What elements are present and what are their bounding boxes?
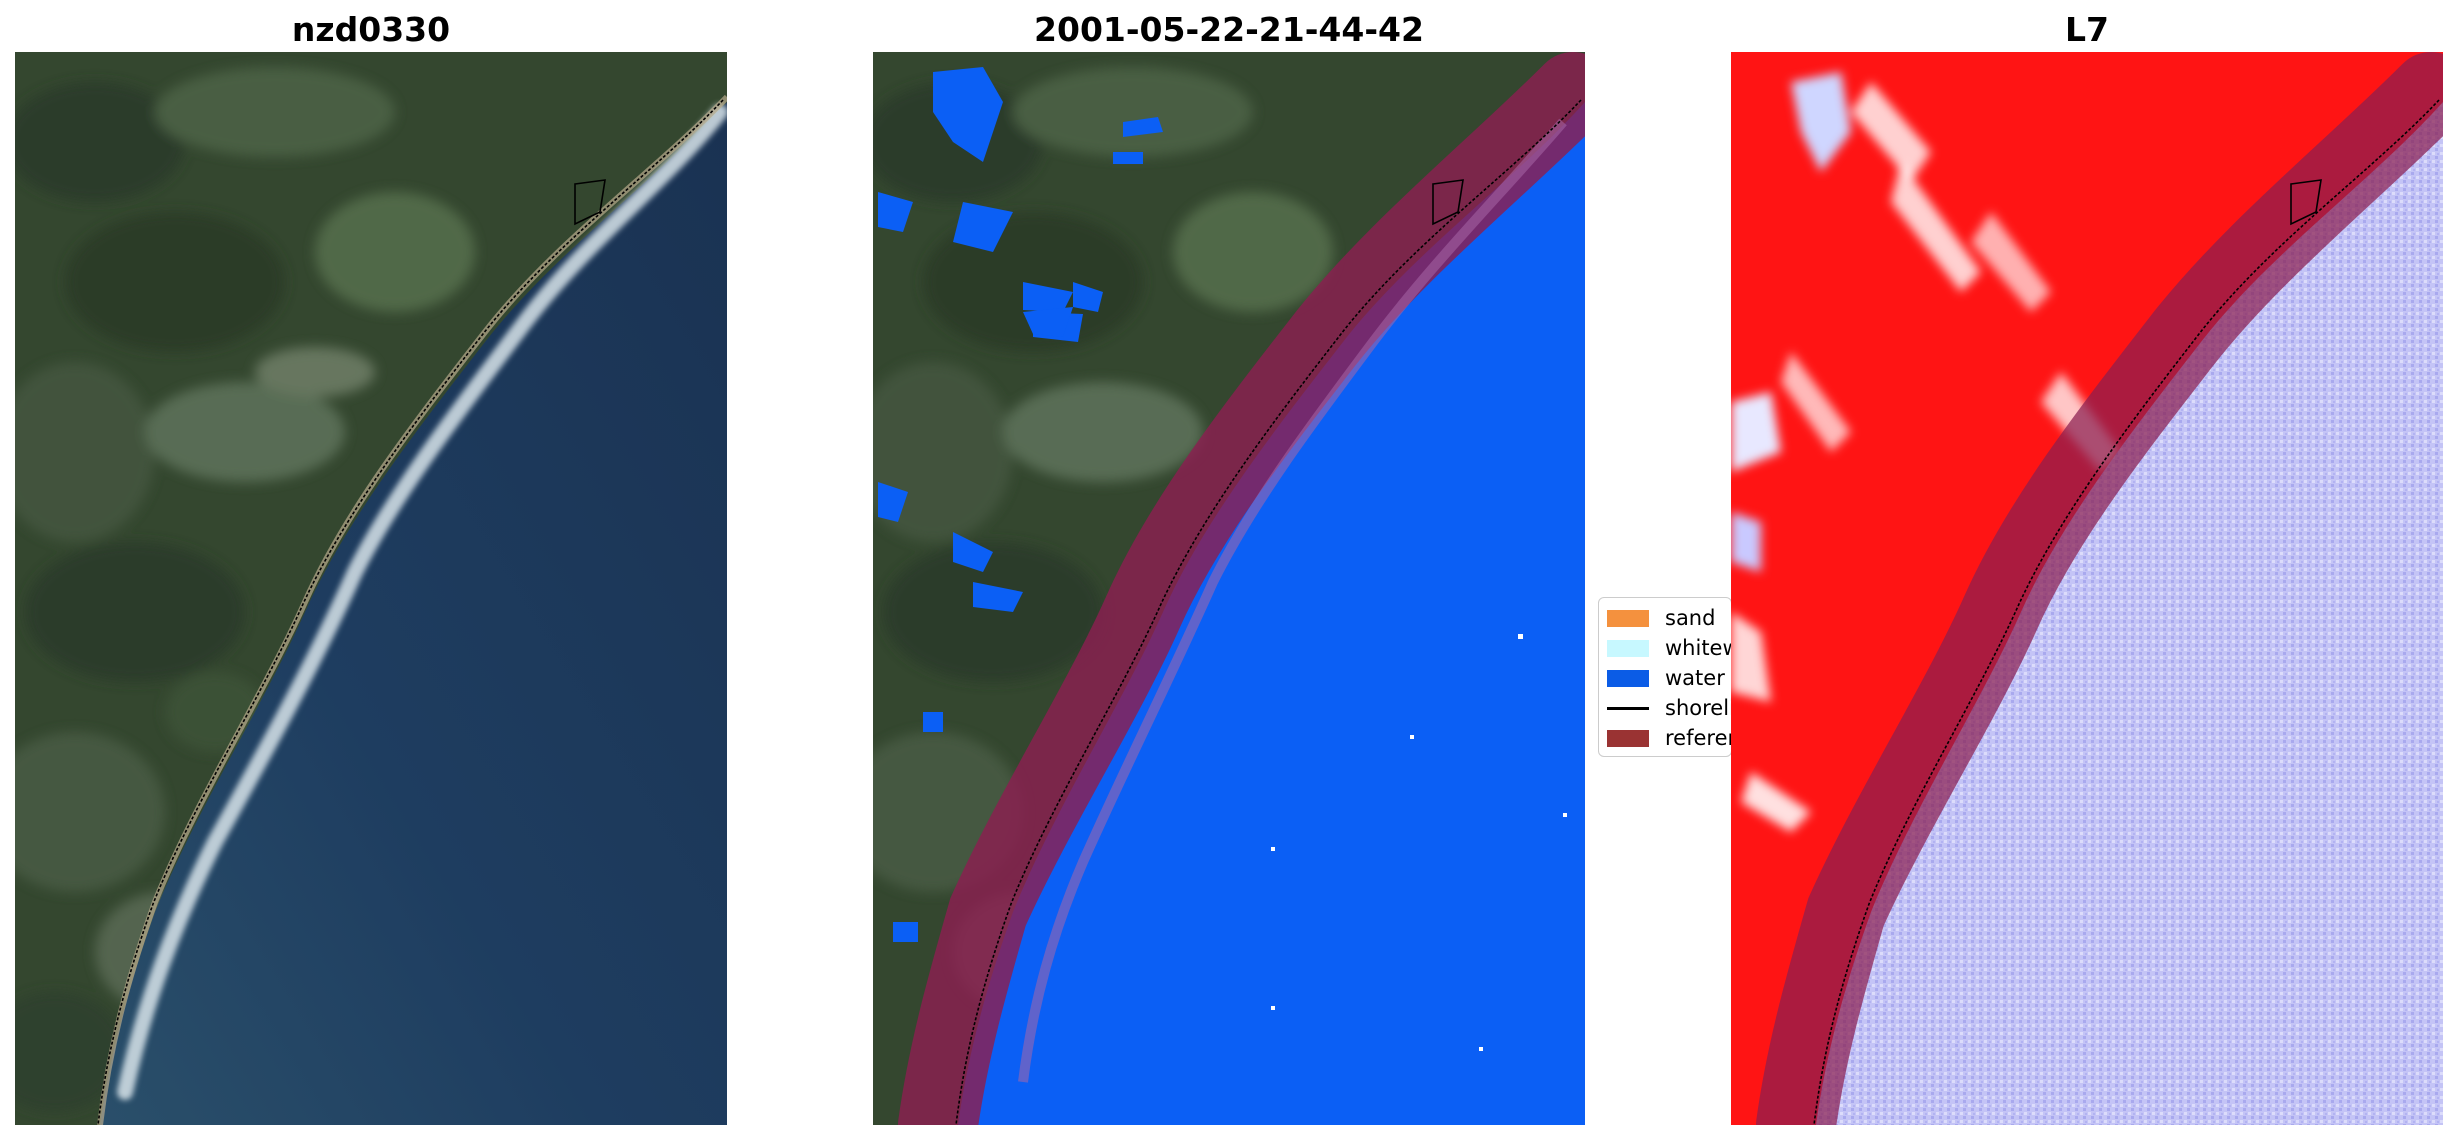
ocean-area — [100, 102, 727, 1125]
noise-pixels — [1271, 634, 1567, 1051]
lagoon-outline — [2290, 179, 2322, 226]
rgb-satellite-image — [15, 52, 727, 1125]
legend-label-shoreline: shoreline — [1665, 696, 1731, 720]
classified-image-panel — [873, 52, 1585, 1125]
ocean-water-class — [958, 102, 1585, 1125]
whitewater-class — [1018, 118, 1567, 1083]
panel-title-index: L7 — [2065, 10, 2109, 49]
surf-zone — [117, 104, 727, 1100]
legend-item-sand: sand — [1607, 606, 1731, 630]
inland-water-patches — [878, 67, 1163, 942]
classified-image — [873, 52, 1585, 1125]
legend-item-water: water — [1607, 666, 1731, 690]
shoreline-swatch — [1607, 707, 1649, 710]
reference-band — [1756, 52, 2443, 1125]
rgb-image-panel — [15, 52, 727, 1125]
panel-title-rgb: nzd0330 — [291, 10, 451, 49]
reference-swatch — [1607, 730, 1649, 747]
shoreline-line — [1813, 99, 2440, 1125]
legend-item-reference: reference — [1607, 726, 1731, 750]
reference-band — [898, 52, 1585, 1125]
legend-label-sand: sand — [1665, 606, 1716, 630]
index-image — [1731, 52, 2443, 1125]
water-swatch — [1607, 670, 1649, 687]
panel-title-classified: 2001-05-22-21-44-42 — [1034, 10, 1424, 49]
legend-item-shoreline: shoreline — [1607, 696, 1731, 720]
shoreline-line — [97, 99, 724, 1125]
lagoon-outline — [1432, 179, 1464, 226]
negative-index-area — [1816, 102, 2443, 1125]
sand-swatch — [1607, 610, 1649, 627]
shoreline-line — [955, 99, 1582, 1125]
legend-label-water: water — [1665, 666, 1725, 690]
beach-strip — [97, 94, 727, 1125]
index-image-panel — [1731, 52, 2443, 1125]
lagoon-outline — [574, 179, 606, 226]
legend-label-reference: reference — [1665, 726, 1731, 750]
whitewater-swatch — [1607, 640, 1649, 657]
